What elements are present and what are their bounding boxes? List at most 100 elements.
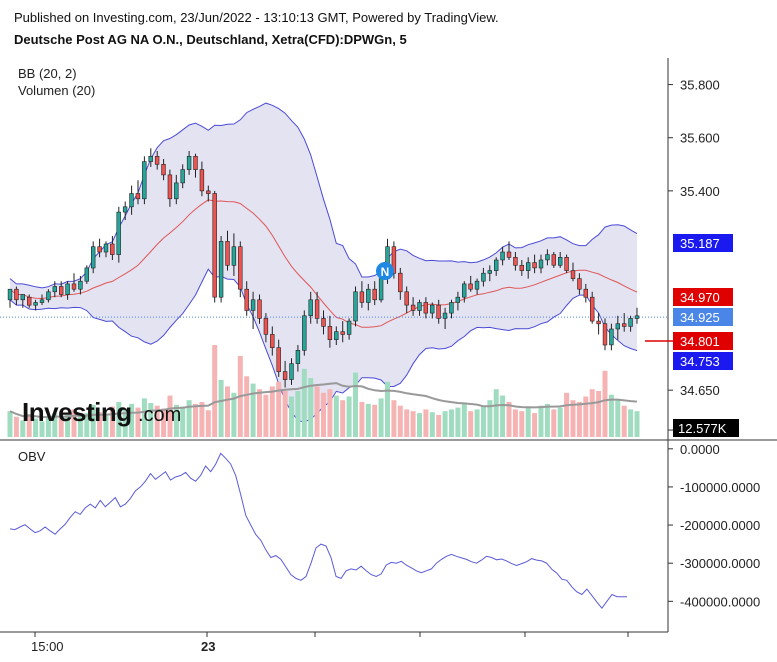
volume-bar: [455, 407, 461, 437]
price-tags: 35.187 34.970 34.925 34.801 34.753 12.577K: [645, 234, 739, 437]
candle: [442, 307, 448, 329]
candle-body: [366, 288, 371, 303]
candle-body: [7, 288, 13, 301]
volume-bar: [173, 404, 179, 437]
candle: [410, 297, 416, 316]
candle-body: [583, 288, 589, 298]
candle: [436, 299, 441, 324]
price-tag-box: [673, 288, 733, 306]
candle: [525, 257, 531, 279]
volume-bar: [429, 412, 435, 437]
candle-body: [174, 182, 179, 200]
volume-bar: [417, 413, 422, 437]
volume-bar: [77, 415, 83, 437]
candle-body: [455, 296, 460, 303]
candle: [609, 323, 614, 351]
candle: [257, 294, 262, 324]
obv-axis-label: 0.0000: [680, 442, 720, 457]
candle-body: [340, 331, 345, 335]
candle-body: [186, 156, 192, 170]
volume-bar: [205, 410, 211, 437]
candle: [404, 286, 409, 314]
candle-body: [461, 283, 467, 298]
candle: [71, 273, 77, 292]
event-marker-circle[interactable]: [376, 262, 394, 280]
candle-body: [180, 169, 185, 184]
volume-bar: [58, 417, 64, 437]
volume-indicator-label: Volumen (20): [18, 83, 95, 98]
volume-bar: [506, 402, 512, 437]
candle-body: [474, 280, 480, 290]
volume-bars: [7, 345, 640, 437]
candle-body: [33, 302, 38, 306]
volume-bar: [436, 414, 442, 437]
candle-body: [538, 259, 544, 269]
candle-body: [148, 156, 153, 162]
candle-body: [449, 302, 454, 314]
candle-body: [71, 283, 77, 290]
price-tag: 35.187: [673, 234, 733, 252]
candle: [423, 297, 428, 319]
candle: [276, 339, 281, 377]
investing-logo: Investing .com: [22, 397, 181, 427]
obv-indicator-label: OBV: [18, 449, 46, 464]
candle-body: [167, 174, 173, 200]
bb-basis-line: [9, 199, 638, 328]
candle-body: [231, 246, 237, 266]
volume-bar: [180, 406, 186, 437]
candle-body: [282, 371, 288, 380]
candle-body: [346, 320, 352, 335]
candle: [20, 294, 25, 308]
volume-bar: [442, 411, 448, 437]
candle-body: [545, 254, 550, 261]
candle: [238, 241, 243, 298]
candle-body: [391, 246, 397, 274]
candle-body: [212, 193, 217, 298]
candle: [135, 180, 141, 205]
candle-body: [334, 331, 339, 341]
volume-bar: [525, 407, 531, 437]
candle-body: [596, 320, 601, 325]
volume-bar: [103, 414, 109, 437]
candle-body: [442, 312, 448, 319]
candle: [583, 283, 589, 303]
candle: [634, 307, 640, 324]
candle-body: [206, 190, 211, 194]
volume-bar: [346, 396, 352, 437]
volume-bar: [122, 409, 128, 437]
volume-bar: [116, 402, 122, 437]
volume-bar: [282, 391, 288, 437]
volume-bar: [161, 408, 167, 437]
candle: [621, 313, 627, 332]
volume-bar: [359, 402, 365, 437]
candle: [46, 289, 51, 303]
price-tag-label: 34.753: [680, 354, 720, 369]
candle-body: [493, 259, 499, 271]
candle-body: [154, 156, 160, 165]
candle: [84, 265, 90, 284]
volume-bar: [45, 416, 51, 437]
price-tag: 34.925: [673, 308, 733, 326]
candle: [78, 275, 83, 295]
candle: [154, 151, 160, 170]
candle: [129, 185, 134, 215]
volume-bar: [449, 409, 454, 437]
volume-bar: [218, 380, 224, 437]
candle-body: [404, 291, 409, 306]
volume-bar: [148, 403, 154, 437]
volume-bar: [199, 402, 205, 437]
candle-body: [161, 164, 166, 176]
candle-body: [577, 278, 582, 290]
event-marker[interactable]: N: [376, 262, 394, 280]
candle: [33, 299, 38, 311]
volume-bar: [97, 412, 103, 437]
logo-suffix: .com: [138, 404, 181, 426]
candle-body: [321, 318, 326, 327]
candle: [250, 291, 256, 329]
candle: [174, 174, 179, 205]
candle: [391, 241, 397, 279]
candle: [417, 299, 422, 316]
candle: [91, 241, 96, 274]
volume-bar: [301, 368, 307, 437]
